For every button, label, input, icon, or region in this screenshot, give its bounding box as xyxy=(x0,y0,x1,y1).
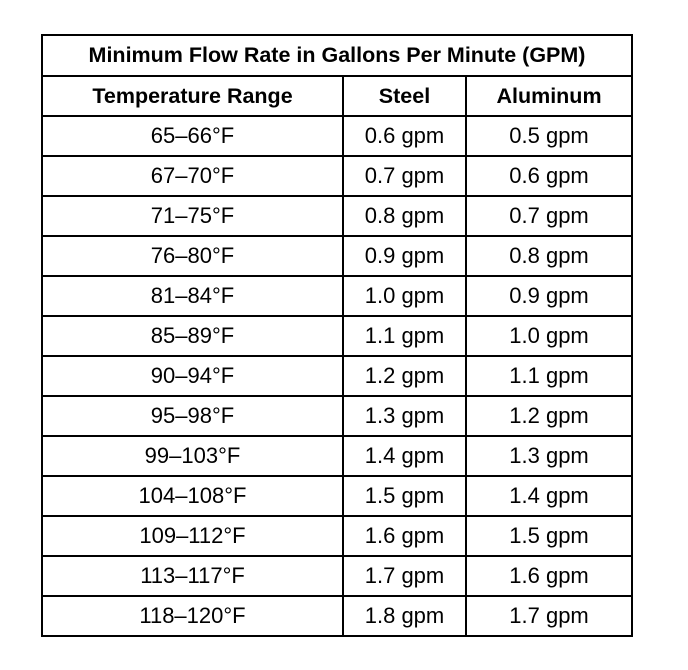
table-row: 99–103°F 1.4 gpm 1.3 gpm xyxy=(41,435,634,477)
cell-steel-flow: 0.9 gpm xyxy=(342,235,467,277)
cell-aluminum-flow: 1.6 gpm xyxy=(464,555,634,597)
header-row: Temperature Range Steel Aluminum xyxy=(41,75,634,117)
cell-aluminum-flow: 0.9 gpm xyxy=(464,275,634,317)
cell-temperature-range: 104–108°F xyxy=(41,475,344,517)
cell-steel-flow: 1.3 gpm xyxy=(342,395,467,437)
cell-aluminum-flow: 1.1 gpm xyxy=(464,355,634,397)
cell-steel-flow: 0.7 gpm xyxy=(342,155,467,197)
cell-aluminum-flow: 0.8 gpm xyxy=(464,235,634,277)
cell-steel-flow: 1.4 gpm xyxy=(342,435,467,477)
header-temperature-range: Temperature Range xyxy=(41,75,344,117)
cell-steel-flow: 1.7 gpm xyxy=(342,555,467,597)
cell-steel-flow: 0.8 gpm xyxy=(342,195,467,237)
header-aluminum: Aluminum xyxy=(464,75,634,117)
table-row: 81–84°F 1.0 gpm 0.9 gpm xyxy=(41,275,634,317)
cell-aluminum-flow: 1.3 gpm xyxy=(464,435,634,477)
cell-temperature-range: 90–94°F xyxy=(41,355,344,397)
table-row: 76–80°F 0.9 gpm 0.8 gpm xyxy=(41,235,634,277)
cell-steel-flow: 1.1 gpm xyxy=(342,315,467,357)
cell-temperature-range: 71–75°F xyxy=(41,195,344,237)
cell-aluminum-flow: 1.5 gpm xyxy=(464,515,634,557)
cell-temperature-range: 99–103°F xyxy=(41,435,344,477)
cell-temperature-range: 95–98°F xyxy=(41,395,344,437)
title-row: Minimum Flow Rate in Gallons Per Minute … xyxy=(40,34,634,77)
cell-aluminum-flow: 1.2 gpm xyxy=(464,395,634,437)
table-row: 109–112°F 1.6 gpm 1.5 gpm xyxy=(41,515,634,557)
table-row: 113–117°F 1.7 gpm 1.6 gpm xyxy=(41,555,634,597)
cell-aluminum-flow: 1.7 gpm xyxy=(464,595,634,637)
cell-temperature-range: 81–84°F xyxy=(41,275,344,317)
cell-aluminum-flow: 0.7 gpm xyxy=(464,195,634,237)
cell-temperature-range: 67–70°F xyxy=(41,155,344,197)
cell-steel-flow: 1.2 gpm xyxy=(342,355,467,397)
table-head: Minimum Flow Rate in Gallons Per Minute … xyxy=(40,34,634,117)
table-row: 71–75°F 0.8 gpm 0.7 gpm xyxy=(41,195,634,237)
cell-steel-flow: 1.8 gpm xyxy=(342,595,467,637)
flow-rate-table: Minimum Flow Rate in Gallons Per Minute … xyxy=(40,34,634,637)
cell-steel-flow: 0.6 gpm xyxy=(342,115,467,157)
table-row: 104–108°F 1.5 gpm 1.4 gpm xyxy=(41,475,634,517)
cell-aluminum-flow: 0.5 gpm xyxy=(464,115,634,157)
cell-aluminum-flow: 1.0 gpm xyxy=(464,315,634,357)
cell-temperature-range: 118–120°F xyxy=(41,595,344,637)
table-row: 67–70°F 0.7 gpm 0.6 gpm xyxy=(41,155,634,197)
cell-temperature-range: 76–80°F xyxy=(41,235,344,277)
header-steel: Steel xyxy=(342,75,467,117)
cell-steel-flow: 1.6 gpm xyxy=(342,515,467,557)
cell-aluminum-flow: 1.4 gpm xyxy=(464,475,634,517)
table-title: Minimum Flow Rate in Gallons Per Minute … xyxy=(40,34,634,77)
table-row: 95–98°F 1.3 gpm 1.2 gpm xyxy=(41,395,634,437)
table-row: 65–66°F 0.6 gpm 0.5 gpm xyxy=(41,115,634,157)
cell-steel-flow: 1.5 gpm xyxy=(342,475,467,517)
cell-temperature-range: 109–112°F xyxy=(41,515,344,557)
table-body: 65–66°F 0.6 gpm 0.5 gpm 67–70°F 0.7 gpm 0.6 g… xyxy=(41,115,634,637)
cell-steel-flow: 1.0 gpm xyxy=(342,275,467,317)
cell-temperature-range: 113–117°F xyxy=(41,555,344,597)
table-row: 85–89°F 1.1 gpm 1.0 gpm xyxy=(41,315,634,357)
cell-temperature-range: 65–66°F xyxy=(41,115,344,157)
table-row: 90–94°F 1.2 gpm 1.1 gpm xyxy=(41,355,634,397)
cell-temperature-range: 85–89°F xyxy=(41,315,344,357)
cell-aluminum-flow: 0.6 gpm xyxy=(464,155,634,197)
table-row: 118–120°F 1.8 gpm 1.7 gpm xyxy=(41,595,634,637)
